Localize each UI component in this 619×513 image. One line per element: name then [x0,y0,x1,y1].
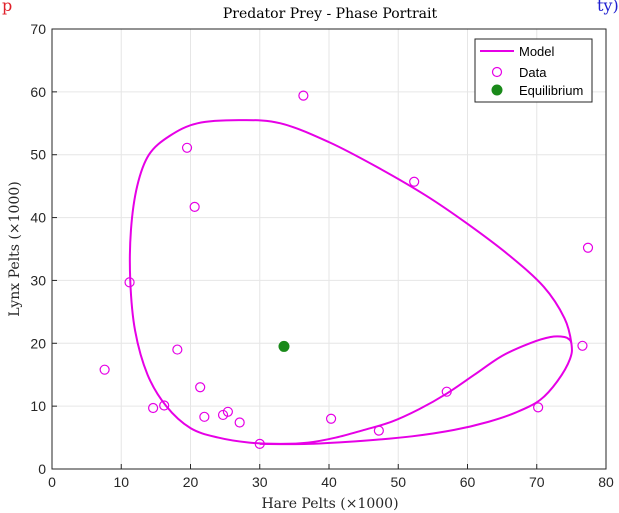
y-tick-label: 60 [30,84,46,100]
data-point [124,277,135,288]
legend-equilibrium-swatch [491,84,503,96]
x-tick-label: 30 [252,474,268,490]
axis-ticks: 0 10 20 30 40 50 60 70 80 0 10 20 30 40 50 60 70 [30,21,614,490]
x-tick-label: 60 [460,474,476,490]
y-tick-label: 30 [30,272,46,288]
equilibrium-point [278,340,290,352]
x-tick-label: 80 [598,474,614,490]
data-point [577,340,588,351]
x-tick-label: 50 [390,474,406,490]
data-point [234,417,245,428]
data-point [159,400,170,411]
legend-equilibrium-label: Equilibrium [519,83,583,98]
y-tick-label: 70 [30,21,46,37]
y-tick-label: 40 [30,210,46,226]
legend-data-swatch [491,66,503,78]
data-point [195,382,206,393]
legend: Model Data Equilibrium [474,38,593,103]
y-tick-label: 0 [38,461,46,477]
data-point [99,364,110,375]
x-axis-label: Hare Pelts (×1000) [261,496,398,512]
y-tick-label: 20 [30,335,46,351]
data-point [325,413,337,424]
data-point [582,242,594,253]
data-point [148,402,159,414]
y-tick-label: 50 [30,147,46,163]
data-point [181,142,193,153]
x-tick-label: 40 [321,474,337,490]
data-point [298,90,309,101]
header-fragment-right: ty) [597,0,619,15]
data-point [217,409,229,421]
model-series-line [128,119,573,446]
data-point [409,176,420,187]
x-tick-label: 0 [48,474,56,490]
x-tick-label: 70 [529,474,545,490]
legend-model-label: Model [519,44,555,59]
data-point [254,438,265,449]
chart-title: Predator Prey - Phase Portrait [223,6,438,22]
series-layer [99,90,594,449]
data-point [533,402,544,413]
y-axis-label: Lynx Pelts (×1000) [7,181,23,316]
x-tick-label: 10 [113,474,129,490]
y-tick-label: 10 [30,398,46,414]
data-point [172,344,183,355]
legend-data-label: Data [519,65,547,80]
data-point [441,386,452,397]
data-point [199,411,210,422]
x-tick-label: 20 [183,474,199,490]
data-point [189,201,200,212]
data-point [373,425,384,436]
header-fragment-left: p [2,0,12,15]
